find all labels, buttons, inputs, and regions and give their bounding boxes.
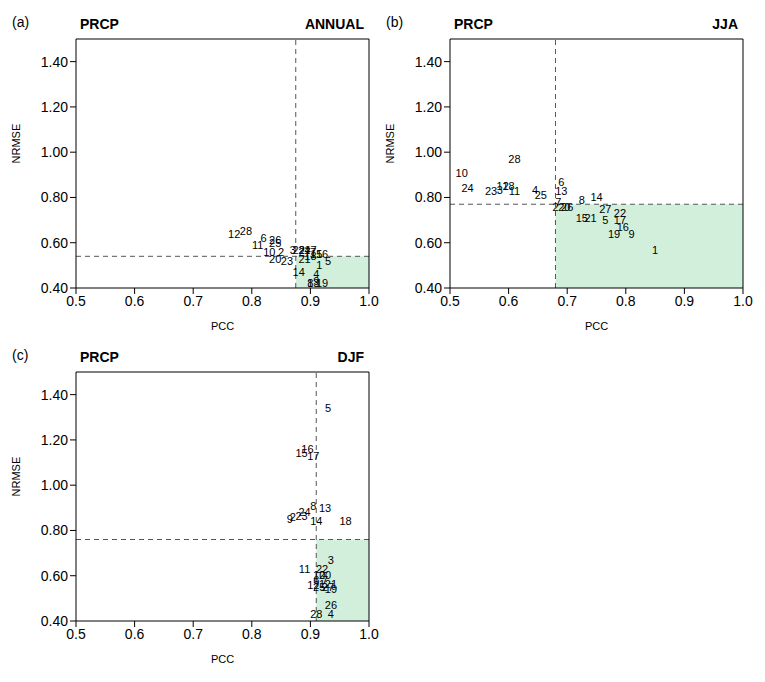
svg-text:1.40: 1.40 (41, 387, 68, 403)
svg-text:11: 11 (509, 185, 520, 197)
svg-text:0.7: 0.7 (557, 293, 577, 309)
svg-text:0.8: 0.8 (242, 293, 262, 309)
svg-text:1.0: 1.0 (733, 293, 753, 309)
svg-text:28: 28 (310, 608, 322, 620)
svg-text:NRMSE: NRMSE (10, 457, 22, 497)
svg-text:9: 9 (287, 513, 293, 525)
svg-text:0.40: 0.40 (415, 280, 442, 296)
svg-text:NRMSE: NRMSE (384, 124, 396, 164)
svg-text:5: 5 (325, 402, 331, 414)
svg-text:4: 4 (328, 608, 334, 620)
svg-text:1.20: 1.20 (41, 432, 68, 448)
svg-text:9: 9 (629, 228, 635, 240)
svg-text:21: 21 (585, 212, 597, 224)
svg-text:13: 13 (319, 502, 331, 514)
svg-text:26: 26 (561, 201, 573, 213)
svg-text:1.20: 1.20 (41, 99, 68, 115)
svg-text:11: 11 (252, 239, 263, 251)
svg-text:23: 23 (281, 255, 293, 267)
svg-text:0.5: 0.5 (440, 293, 460, 309)
svg-text:16: 16 (617, 221, 629, 233)
svg-text:0.40: 0.40 (41, 613, 68, 629)
svg-text:5: 5 (602, 214, 608, 226)
svg-text:8: 8 (579, 194, 585, 206)
svg-text:0.6: 0.6 (125, 293, 145, 309)
svg-text:23: 23 (295, 510, 307, 522)
svg-text:24: 24 (461, 182, 473, 194)
svg-text:0.60: 0.60 (41, 235, 68, 251)
svg-text:1.40: 1.40 (415, 54, 442, 70)
svg-text:25: 25 (313, 581, 325, 593)
svg-text:5: 5 (325, 255, 331, 267)
svg-text:8: 8 (310, 500, 316, 512)
svg-text:1.0: 1.0 (359, 293, 379, 309)
svg-text:14: 14 (293, 266, 305, 278)
svg-text:19: 19 (316, 277, 328, 288)
svg-text:10: 10 (456, 167, 468, 179)
svg-text:0.60: 0.60 (415, 235, 442, 251)
svg-text:11: 11 (299, 563, 310, 575)
svg-text:0.7: 0.7 (183, 626, 203, 642)
svg-text:14: 14 (590, 191, 602, 203)
svg-text:1.20: 1.20 (415, 99, 442, 115)
svg-text:1.00: 1.00 (415, 144, 442, 160)
svg-text:0.8: 0.8 (616, 293, 636, 309)
svg-text:1: 1 (652, 244, 658, 256)
svg-text:PCC: PCC (211, 653, 234, 665)
svg-text:1.40: 1.40 (41, 54, 68, 70)
svg-text:0.9: 0.9 (301, 626, 321, 642)
svg-text:28: 28 (240, 225, 252, 237)
svg-text:1.0: 1.0 (359, 626, 379, 642)
svg-text:15: 15 (295, 447, 307, 459)
svg-text:PCC: PCC (585, 320, 608, 332)
svg-text:19: 19 (325, 583, 337, 595)
svg-text:0.9: 0.9 (301, 293, 321, 309)
svg-text:PCC: PCC (211, 320, 234, 332)
svg-text:17: 17 (307, 450, 319, 462)
svg-text:0.9: 0.9 (675, 293, 695, 309)
svg-text:14: 14 (310, 515, 322, 527)
svg-text:17: 17 (304, 244, 316, 256)
svg-text:25: 25 (535, 189, 547, 201)
svg-text:20: 20 (269, 253, 281, 265)
svg-text:27: 27 (599, 203, 611, 215)
svg-text:0.80: 0.80 (415, 189, 442, 205)
svg-text:0.40: 0.40 (41, 280, 68, 296)
svg-text:0.7: 0.7 (183, 293, 203, 309)
svg-text:18: 18 (339, 515, 351, 527)
svg-text:12: 12 (228, 228, 240, 240)
svg-text:28: 28 (508, 153, 520, 165)
svg-text:0.5: 0.5 (66, 626, 86, 642)
svg-text:0.80: 0.80 (41, 522, 68, 538)
svg-text:NRMSE: NRMSE (10, 124, 22, 164)
svg-text:1.00: 1.00 (41, 477, 68, 493)
svg-text:23: 23 (485, 185, 497, 197)
svg-text:1.00: 1.00 (41, 144, 68, 160)
svg-text:0.8: 0.8 (242, 626, 262, 642)
svg-text:0.80: 0.80 (41, 189, 68, 205)
svg-text:0.5: 0.5 (66, 293, 86, 309)
svg-text:3: 3 (328, 554, 334, 566)
svg-text:0.6: 0.6 (125, 626, 145, 642)
svg-text:0.60: 0.60 (41, 568, 68, 584)
svg-text:13: 13 (555, 185, 567, 197)
svg-text:0.6: 0.6 (499, 293, 519, 309)
